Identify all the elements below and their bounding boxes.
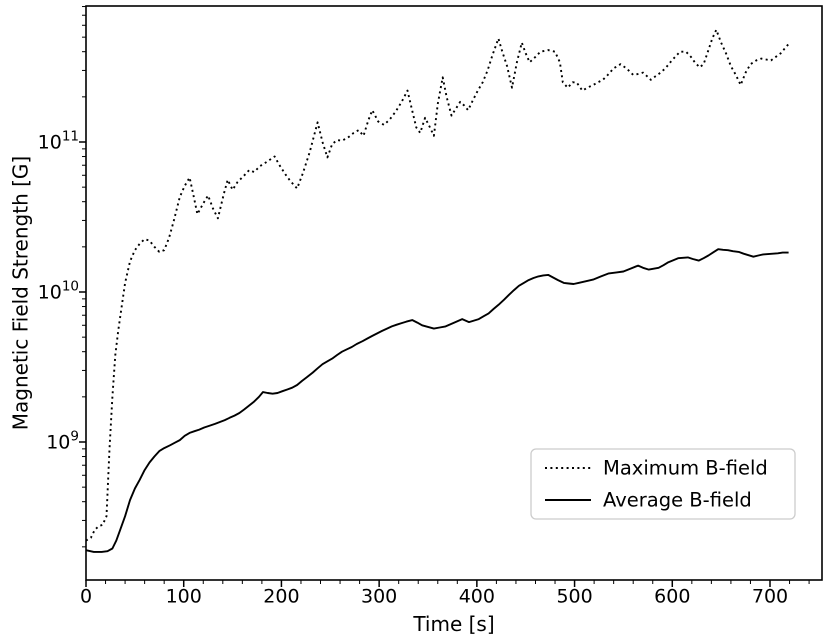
legend-average-label: Average B-field — [603, 489, 752, 512]
y-axis-major-ticks — [79, 141, 86, 443]
x-tick-label: 500 — [556, 586, 592, 608]
x-axis-major-ticks — [85, 580, 771, 587]
legend-maximum-label: Maximum B-field — [603, 457, 768, 480]
x-tick-label: 100 — [166, 586, 202, 608]
plot-frame — [85, 5, 823, 581]
x-tick-label: 600 — [654, 586, 690, 608]
y-tick-label: 109 — [46, 429, 79, 454]
legend: Maximum B-field Average B-field — [530, 448, 796, 520]
x-axis-label: Time [s] — [412, 612, 494, 636]
x-tick-label: 400 — [459, 586, 495, 608]
y-axis-label: Magnetic Field Strength [G] — [9, 156, 33, 430]
x-tick-label: 0 — [80, 586, 92, 608]
maximum-b-field-line — [85, 28, 790, 542]
average-b-field-line — [85, 248, 789, 553]
y-tick-label: 1011 — [38, 129, 79, 154]
x-axis-tick-labels: 0 100 200 300 400 500 600 700 — [80, 586, 788, 608]
x-tick-label: 300 — [361, 586, 397, 608]
y-axis-tick-labels: 109 1010 1011 — [38, 129, 79, 454]
legend-box — [530, 448, 796, 520]
y-tick-label: 1010 — [38, 279, 79, 304]
plot-series — [85, 28, 790, 553]
x-tick-label: 200 — [263, 586, 299, 608]
x-tick-label: 700 — [752, 586, 788, 608]
